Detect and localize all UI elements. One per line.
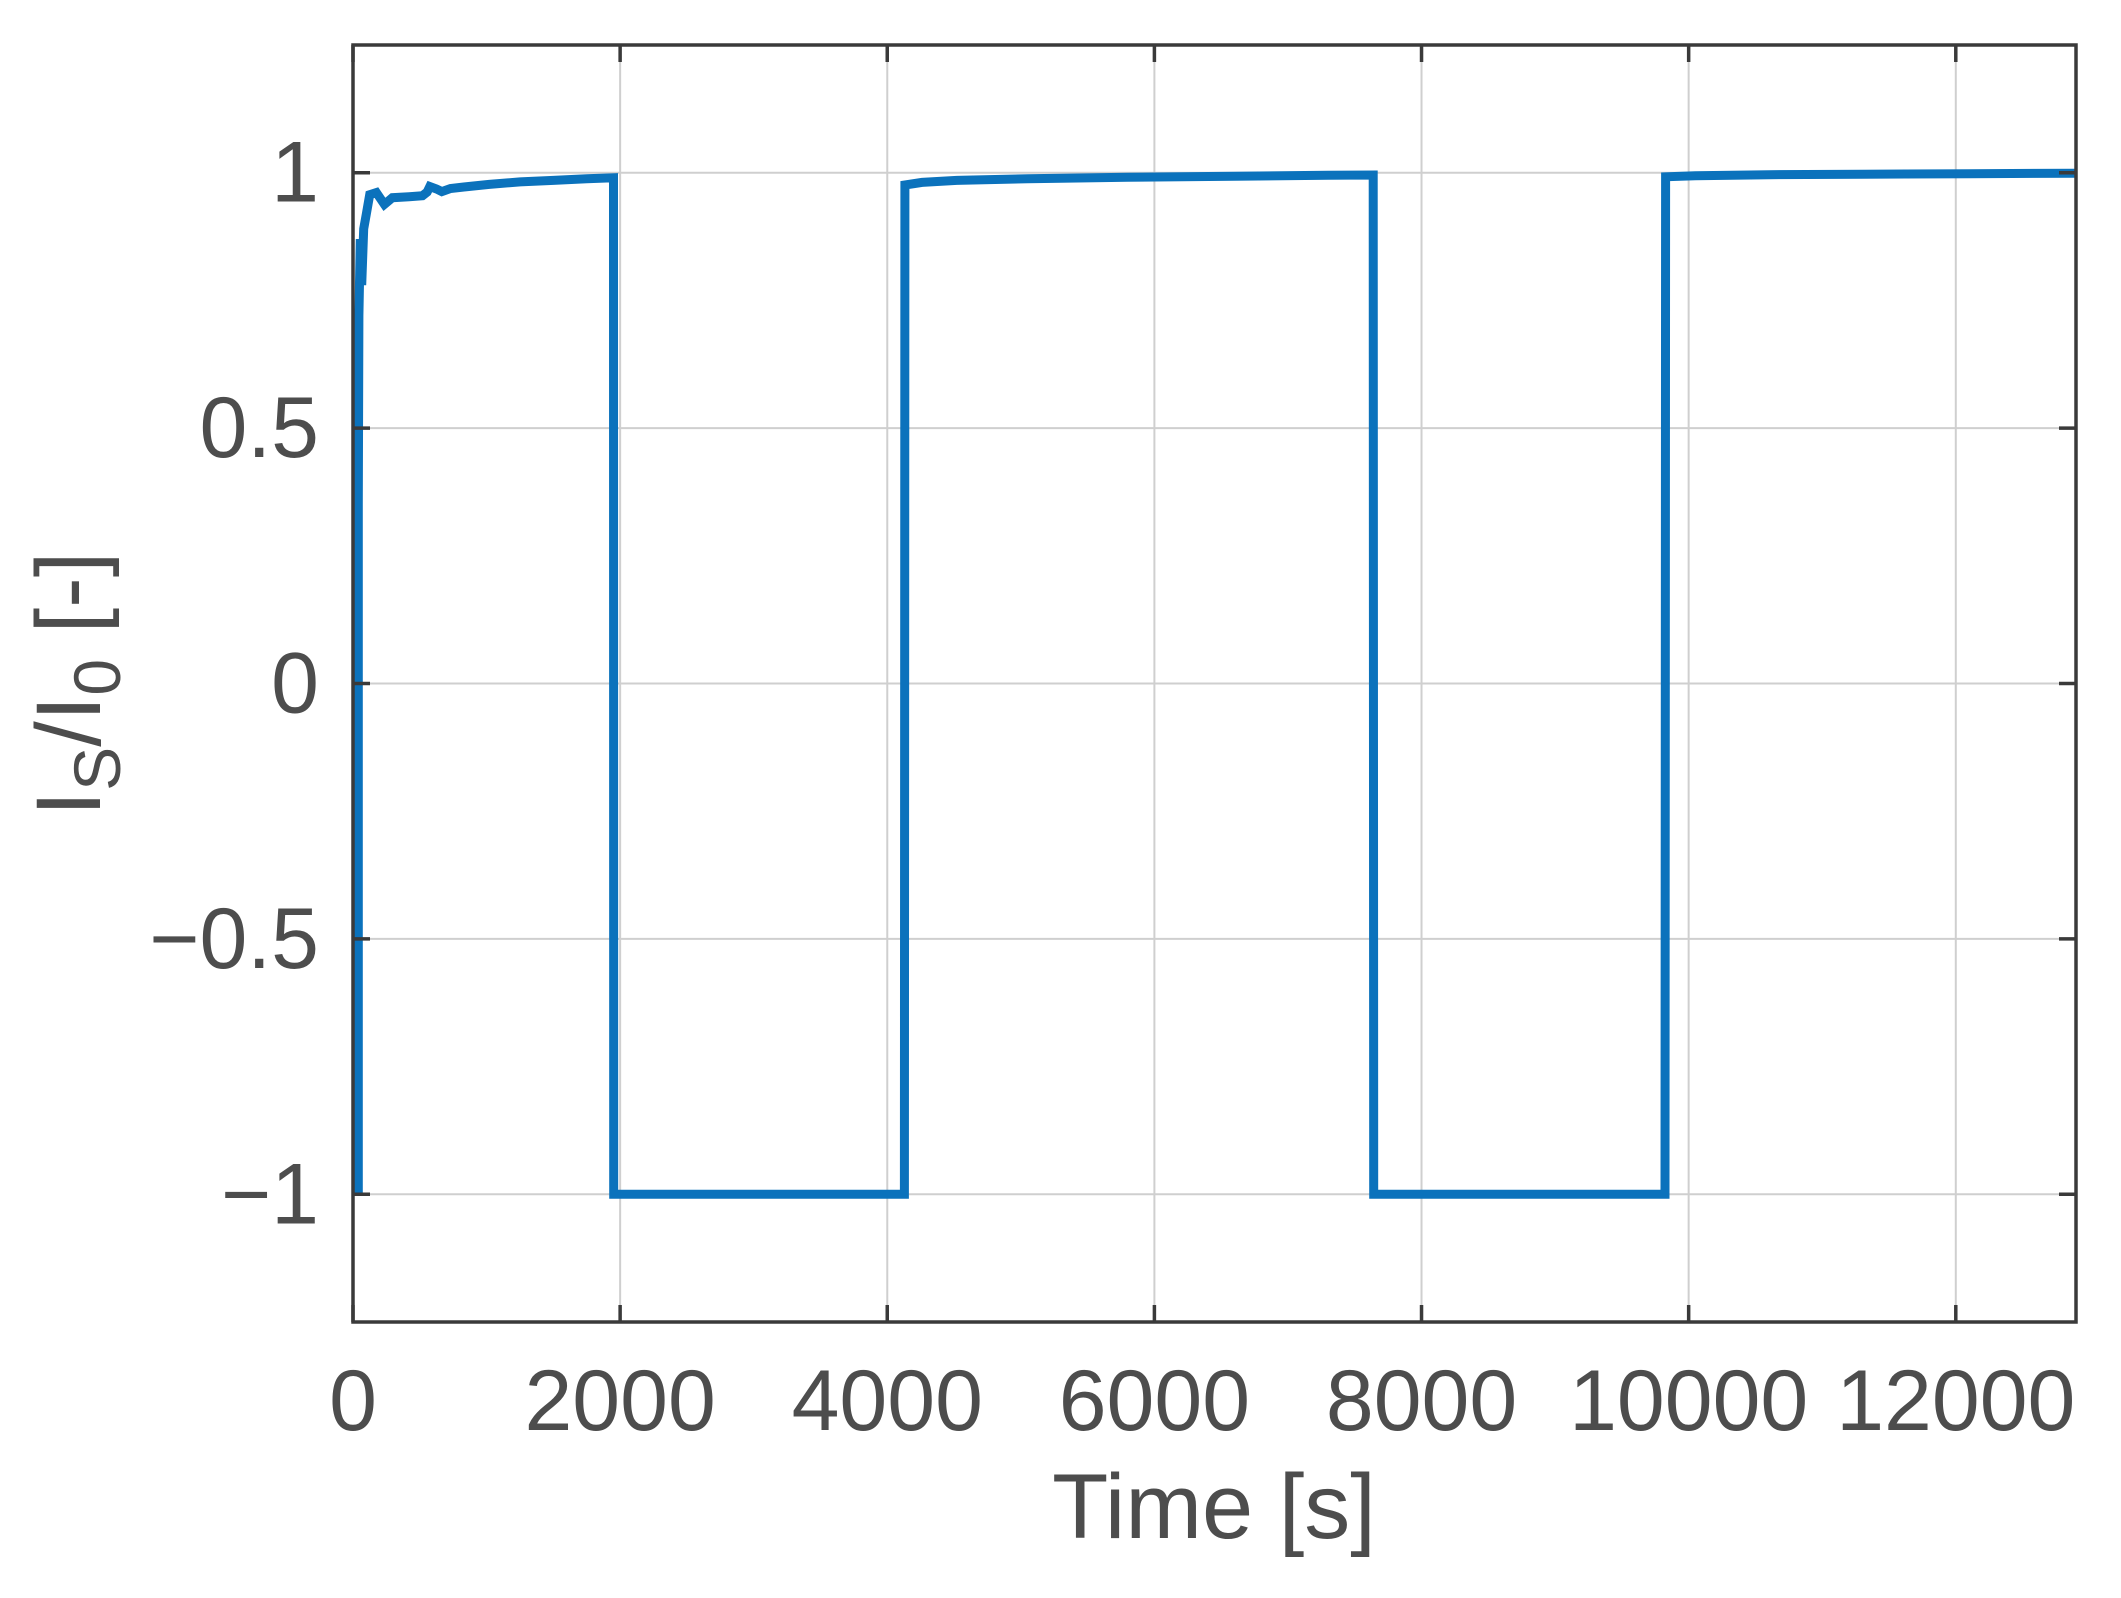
x-tick-label: 6000 [1059, 1353, 1250, 1449]
y-axis-label: IS/I0 [-] [18, 552, 134, 817]
axis-title-layer: Time [s] IS/I0 [-] [18, 552, 1376, 1558]
x-tick-label: 10000 [1569, 1353, 1808, 1449]
x-axis-label: Time [s] [1052, 1456, 1376, 1558]
x-tick-label: 8000 [1326, 1353, 1517, 1449]
x-tick-label: 12000 [1836, 1353, 2075, 1449]
x-tick-label: 2000 [524, 1353, 715, 1449]
x-tick-label: 0 [329, 1353, 377, 1449]
y-axis-label-part: [-] [18, 552, 120, 659]
tick-label-layer: 0 2000 4000 6000 8000 10000 12000 1 0.5 0 −0.5 −1 [149, 125, 2075, 1449]
y-tick-label: 0.5 [199, 380, 319, 476]
tick-layer [351, 45, 2076, 1322]
y-tick-label: 0 [271, 636, 319, 732]
y-axis-label-subscript: S [60, 747, 134, 791]
y-tick-label: 1 [271, 125, 319, 221]
signal-line [353, 168, 2077, 1199]
y-axis-label-subscript: 0 [60, 659, 134, 696]
y-tick-label: −1 [221, 1146, 319, 1242]
y-axis-label-part: /I [18, 696, 120, 747]
y-tick-label: −0.5 [149, 891, 319, 987]
series-layer [353, 168, 2077, 1199]
y-axis-label-part: I [18, 791, 120, 817]
x-tick-label: 4000 [792, 1353, 983, 1449]
